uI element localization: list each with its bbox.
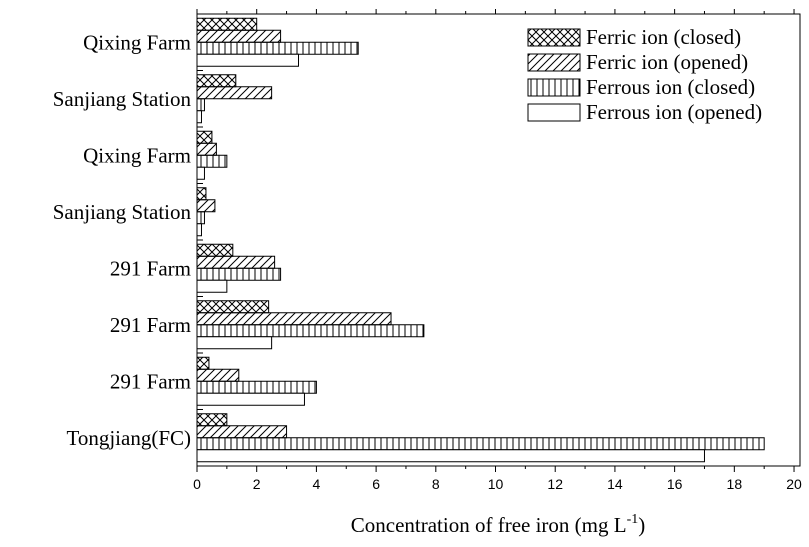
y-tick-label: 291 Farm <box>110 256 191 280</box>
x-tick-label: 16 <box>667 476 683 492</box>
x-axis-label-sup: -1 <box>627 512 639 527</box>
bar <box>196 166 205 180</box>
bar <box>196 300 270 314</box>
bar <box>196 53 299 67</box>
x-tick-label: 10 <box>488 476 504 492</box>
bar <box>196 324 425 338</box>
bar <box>196 98 205 112</box>
bar <box>196 223 202 237</box>
bar <box>196 142 217 156</box>
x-tick-label: 14 <box>607 476 623 492</box>
legend-label: Ferrous ion (opened) <box>586 100 762 124</box>
bar <box>196 336 273 350</box>
bar <box>196 279 228 293</box>
bar <box>196 368 240 382</box>
x-axis-label-main: Concentration of free iron (mg L <box>351 513 627 537</box>
bar <box>196 110 202 124</box>
legend-label: Ferrous ion (closed) <box>586 75 755 99</box>
y-tick-label: Qixing Farm <box>83 30 191 54</box>
x-axis-label: Concentration of free iron (mg L-1) <box>351 512 646 537</box>
y-tick-label: Tongjiang(FC) <box>66 426 191 450</box>
bar <box>196 29 282 43</box>
bar <box>196 425 288 439</box>
x-tick-label: 12 <box>547 476 563 492</box>
bar <box>196 356 210 370</box>
legend-swatch <box>527 53 581 72</box>
bar <box>196 130 213 144</box>
bar <box>196 380 317 394</box>
bar <box>196 17 258 31</box>
plot-frame <box>196 13 801 467</box>
bar <box>196 267 282 281</box>
bar <box>196 312 392 326</box>
bar <box>196 41 359 55</box>
bar <box>196 449 705 463</box>
legend-swatch <box>527 28 581 47</box>
bar <box>196 199 216 213</box>
x-tick-label: 0 <box>193 476 201 492</box>
legend-label: Ferric ion (closed) <box>586 25 741 49</box>
bar <box>196 74 237 88</box>
y-tick-label: 291 Farm <box>110 369 191 393</box>
x-tick-label: 18 <box>727 476 743 492</box>
x-tick-label: 8 <box>432 476 440 492</box>
bar <box>196 86 273 100</box>
bar <box>196 211 205 225</box>
y-tick-label: 291 Farm <box>110 313 191 337</box>
bar <box>196 437 765 451</box>
bar <box>196 392 305 406</box>
bar <box>196 187 207 201</box>
legend-swatch <box>527 78 581 97</box>
legend-label: Ferric ion (opened) <box>586 50 748 74</box>
y-tick-label: Qixing Farm <box>83 143 191 167</box>
x-tick-label: 2 <box>253 476 261 492</box>
x-axis-label-end: ) <box>638 513 645 537</box>
x-tick-label: 6 <box>372 476 380 492</box>
bar <box>196 255 276 269</box>
y-tick-label: Sanjiang Station <box>53 87 192 111</box>
x-tick-label: 20 <box>786 476 802 492</box>
y-tick-label: Sanjiang Station <box>53 200 192 224</box>
legend-swatch <box>527 103 581 122</box>
bar <box>196 243 234 257</box>
x-tick-label: 4 <box>313 476 321 492</box>
bar <box>196 413 228 427</box>
bar <box>196 154 228 168</box>
